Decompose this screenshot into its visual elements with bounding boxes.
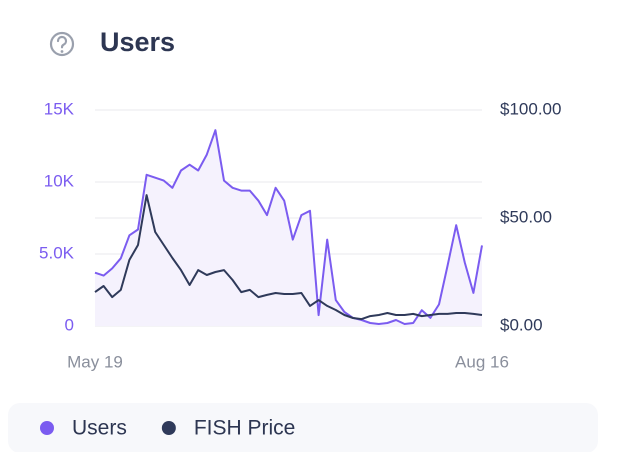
y-tick-label: 5.0K: [39, 243, 75, 262]
series-line: [94, 194, 483, 321]
chart-title: Users: [100, 27, 175, 57]
legend-label: Users: [72, 417, 127, 440]
y2-tick-label: $100.00: [500, 99, 561, 118]
help-dot: [60, 50, 64, 53]
series-line: [94, 129, 483, 325]
y-tick-label: 10K: [44, 171, 75, 190]
legend-swatch: [40, 421, 54, 435]
help-icon[interactable]: [49, 31, 75, 57]
legend-box: [8, 403, 598, 452]
help-glyph: [56, 35, 68, 49]
y2-tick-label: $50.00: [500, 207, 552, 226]
y2-tick-label: $0.00: [500, 315, 543, 334]
x-tick-label: Aug 16: [455, 352, 509, 371]
help-circle: [49, 31, 75, 57]
users-area: [95, 130, 482, 326]
x-tick-label: May 19: [67, 352, 123, 371]
legend-label: FISH Price: [194, 417, 296, 440]
legend-swatch: [161, 421, 176, 435]
y-tick-label: 0: [65, 315, 74, 334]
y-tick-label: 15K: [44, 99, 75, 118]
